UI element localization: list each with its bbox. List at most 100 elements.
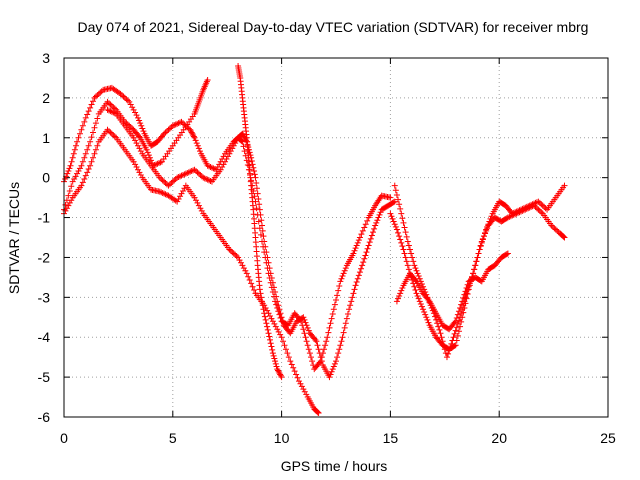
data-point-marker (130, 134, 137, 141)
data-point-marker (522, 206, 529, 213)
data-point-marker (303, 391, 310, 398)
data-point-marker (314, 408, 321, 415)
data-point-marker (504, 250, 511, 257)
data-point-marker (405, 266, 412, 273)
data-point-marker (179, 120, 186, 127)
data-point-marker (108, 130, 115, 137)
data-point-marker (157, 159, 164, 166)
data-point-marker (251, 287, 258, 294)
data-point-marker (375, 214, 382, 221)
data-point-marker (229, 249, 236, 256)
data-point-marker (393, 298, 400, 305)
data-point-marker (245, 273, 252, 280)
data-point-marker (184, 170, 191, 177)
data-point-marker (277, 331, 284, 338)
data-point-marker (483, 227, 490, 234)
data-point-marker (275, 368, 282, 375)
data-point-marker (350, 290, 357, 297)
data-point-marker (65, 192, 72, 199)
data-point-marker (519, 207, 526, 214)
data-point-marker (179, 172, 186, 179)
data-point-marker (105, 100, 112, 107)
data-point-marker (453, 324, 460, 331)
data-point-marker (69, 154, 76, 161)
data-point-marker (398, 287, 405, 294)
data-point-marker (535, 198, 542, 205)
data-point-marker (266, 333, 273, 340)
data-point-marker (360, 259, 367, 266)
y-tick-label: 2 (42, 90, 50, 106)
data-point-marker (390, 199, 397, 206)
data-point-marker (358, 265, 365, 272)
data-point-marker (162, 179, 169, 186)
data-point-marker (269, 318, 276, 325)
data-series (61, 62, 568, 417)
data-point-marker (350, 250, 357, 257)
data-point-marker (251, 171, 258, 178)
data-point-marker (133, 112, 140, 119)
data-point-marker (321, 346, 328, 353)
series-track-h (393, 250, 511, 333)
data-point-marker (246, 277, 253, 284)
data-point-marker (401, 224, 408, 231)
x-tick-labels: 0 5 10 15 20 25 (60, 430, 616, 446)
data-point-marker (108, 102, 115, 109)
data-point-marker (340, 270, 347, 277)
data-point-marker (404, 262, 411, 269)
data-point-marker (181, 171, 188, 178)
data-point-marker (335, 287, 342, 294)
data-point-marker (356, 234, 363, 241)
data-point-marker (243, 270, 250, 277)
data-point-marker (395, 295, 402, 302)
data-point-marker (130, 158, 137, 165)
data-point-marker (314, 342, 321, 349)
data-point-marker (72, 142, 79, 149)
data-point-marker (293, 371, 300, 378)
data-point-marker (510, 211, 517, 218)
data-point-marker (277, 371, 284, 378)
data-point-marker (338, 338, 345, 345)
y-axis-label: SDTVAR / TECUs (6, 182, 22, 294)
data-point-marker (257, 231, 264, 238)
data-point-marker (278, 374, 285, 381)
data-point-marker (71, 175, 78, 182)
data-point-marker (124, 121, 131, 128)
data-point-marker (411, 283, 418, 290)
data-point-marker (198, 207, 205, 214)
data-point-marker (342, 320, 349, 327)
data-point-marker (111, 133, 118, 140)
data-point-marker (533, 199, 540, 206)
data-point-marker (266, 312, 273, 319)
data-point-marker (520, 207, 527, 214)
data-point-marker (436, 326, 443, 333)
data-point-marker (92, 120, 99, 127)
data-point-marker (415, 295, 422, 302)
data-point-marker (138, 122, 145, 129)
data-point-marker (512, 211, 519, 218)
data-point-marker (409, 254, 416, 261)
data-point-marker (123, 96, 130, 103)
data-point-marker (272, 323, 279, 330)
data-point-marker (365, 242, 372, 249)
data-point-marker (271, 320, 278, 327)
data-point-marker (560, 233, 567, 240)
data-point-marker (84, 169, 91, 176)
data-point-marker (261, 238, 268, 245)
data-point-marker (477, 242, 484, 249)
y-tick-label: -6 (38, 409, 51, 425)
data-point-marker (471, 266, 478, 273)
data-point-marker (301, 330, 308, 337)
data-point-marker (331, 360, 338, 367)
data-point-marker (262, 243, 269, 250)
data-point-marker (90, 154, 97, 161)
data-point-marker (203, 175, 210, 182)
data-point-marker (323, 338, 330, 345)
data-point-marker (351, 247, 358, 254)
data-point-marker (462, 288, 469, 295)
data-point-marker (269, 279, 276, 286)
data-point-marker (453, 314, 460, 321)
data-point-marker (94, 115, 101, 122)
data-point-marker (415, 273, 422, 280)
data-point-marker (248, 280, 255, 287)
data-point-marker (262, 316, 269, 323)
